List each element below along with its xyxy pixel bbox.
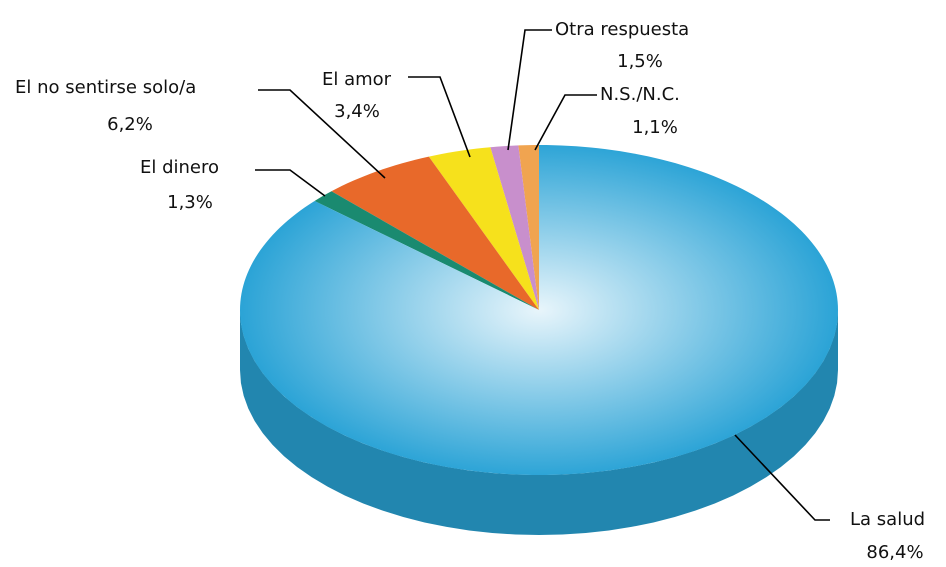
pie-slice [428, 147, 539, 310]
slice-value-label: 1,3% [167, 192, 213, 213]
leader-line [258, 89, 386, 179]
pie-slice [314, 191, 539, 310]
slice-value-label: 86,4% [866, 542, 923, 563]
pie-slice [240, 145, 839, 475]
pie-side-segment [240, 310, 838, 535]
leader-line [534, 94, 597, 151]
pie-top [240, 145, 839, 475]
leader-line [507, 29, 552, 151]
pie-side [240, 310, 838, 535]
slice-value-label: 1,1% [632, 117, 678, 138]
slice-label: Otra respuesta [555, 19, 689, 40]
leader-line [734, 434, 830, 521]
leader-line [255, 169, 326, 197]
pie-slice [490, 145, 539, 310]
labels: N.S./N.C. 1,1% Otra respuesta 1,5% El amor 3,… [15, 19, 925, 563]
slice-label: N.S./N.C. [600, 84, 680, 105]
slice-label: La salud [850, 509, 925, 530]
slice-value-label: 3,4% [334, 101, 380, 122]
leader-line [408, 76, 471, 158]
pie-slice [518, 145, 539, 310]
slice-label: El amor [322, 69, 392, 90]
slice-label: El no sentirse solo/a [15, 77, 196, 98]
pie-slice [331, 156, 539, 310]
slice-label: El dinero [140, 157, 219, 178]
slice-value-label: 6,2% [107, 114, 153, 135]
slice-value-label: 1,5% [617, 51, 663, 72]
